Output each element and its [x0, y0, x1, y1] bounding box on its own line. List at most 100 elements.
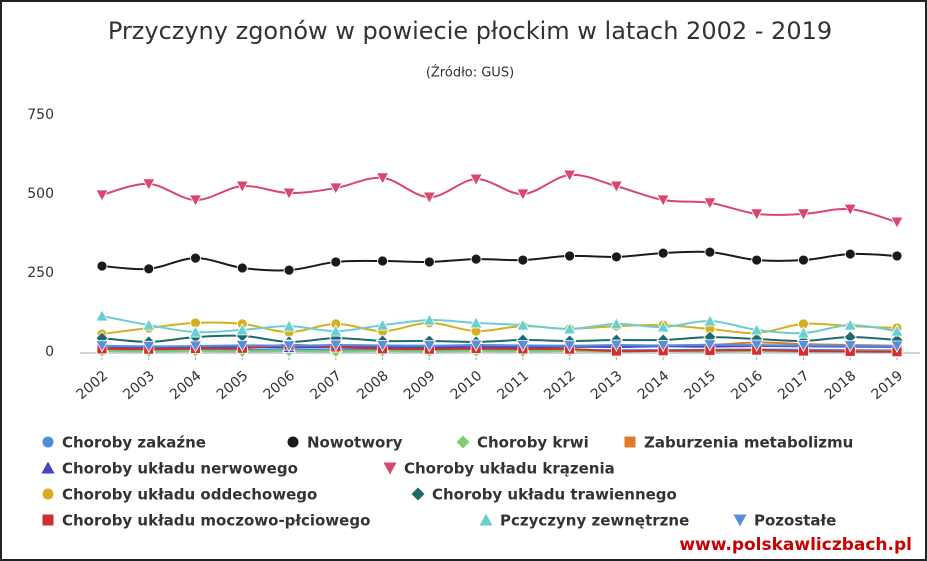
point: [469, 173, 483, 186]
point: [283, 264, 295, 276]
y-tick-label: 750: [27, 107, 54, 123]
point: [422, 340, 437, 353]
point: [844, 248, 856, 260]
legend-marker: [411, 487, 425, 501]
point: [562, 322, 577, 335]
point: [143, 263, 155, 275]
point: [656, 320, 670, 333]
point: [891, 250, 903, 262]
point: [470, 253, 482, 265]
legend-label: Choroby układu nerwowego: [62, 460, 298, 478]
point: [95, 309, 109, 322]
point: [469, 339, 483, 352]
legend-label: Pozostałe: [754, 512, 836, 530]
point: [142, 340, 156, 354]
y-tick-label: 500: [27, 186, 54, 202]
point: [282, 319, 296, 332]
legend-marker: [733, 514, 747, 527]
legend-label: Zaburzenia metabolizmu: [644, 434, 853, 452]
point: [703, 314, 717, 327]
point: [329, 324, 343, 337]
point: [188, 194, 203, 207]
point: [750, 208, 764, 221]
point: [609, 317, 624, 330]
point: [330, 256, 342, 268]
point: [375, 318, 390, 331]
legend-marker: [624, 436, 636, 448]
chart-title: Przyczyny zgonów w powiecie płockim w la…: [108, 17, 832, 45]
point: [188, 325, 203, 338]
point: [95, 340, 109, 353]
legend-marker: [479, 513, 493, 526]
legend-label: Choroby układu krązenia: [404, 460, 615, 478]
point: [422, 313, 437, 326]
point: [516, 188, 530, 201]
point: [656, 339, 670, 353]
point: [282, 187, 296, 200]
point: [611, 251, 622, 263]
point: [796, 339, 811, 353]
point: [516, 318, 530, 331]
point: [750, 323, 764, 336]
point: [422, 191, 437, 204]
legend-label: Choroby krwi: [477, 434, 589, 452]
point: [843, 203, 857, 217]
point: [890, 324, 904, 337]
point: [236, 262, 248, 274]
y-tick-label: 250: [27, 265, 54, 281]
point: [703, 339, 717, 352]
point: [562, 169, 577, 182]
point: [142, 178, 156, 191]
point: [423, 256, 435, 268]
watermark: www.polskawliczbach.pl: [679, 535, 912, 555]
point: [890, 340, 904, 353]
point: [329, 182, 343, 195]
point: [656, 194, 670, 207]
point: [377, 255, 388, 267]
series-line: [101, 173, 898, 224]
legend-marker: [42, 514, 54, 526]
point: [890, 216, 904, 229]
legend-label: Pczyczyny zewnętrzne: [500, 512, 689, 530]
legend-marker: [456, 435, 470, 449]
legend-label: Choroby układu moczowo-płciowego: [62, 512, 370, 530]
point: [843, 340, 857, 353]
point: [517, 254, 529, 266]
point: [282, 340, 296, 353]
legend-marker: [42, 436, 54, 448]
point: [703, 197, 717, 210]
point: [609, 339, 624, 352]
point: [751, 254, 763, 266]
legend-marker: [41, 461, 55, 474]
legend-marker: [383, 462, 397, 475]
point: [235, 180, 249, 193]
point: [375, 339, 390, 353]
point: [609, 180, 624, 193]
y-tick-label: 0: [45, 344, 54, 360]
point: [142, 318, 156, 331]
point: [564, 250, 576, 262]
legend-label: Choroby zakaźne: [62, 434, 206, 452]
legend-marker: [42, 488, 54, 500]
point: [796, 326, 811, 339]
legend-label: Nowotwory: [307, 434, 403, 452]
point: [190, 252, 201, 264]
point: [375, 172, 390, 185]
legend-marker: [287, 436, 299, 448]
point: [516, 339, 530, 353]
chart-subtitle: (Źródło: GUS): [426, 65, 514, 81]
point: [798, 254, 809, 266]
point: [796, 208, 811, 221]
point: [329, 339, 343, 352]
point: [469, 316, 483, 329]
point: [235, 323, 249, 336]
point: [235, 339, 249, 353]
point: [562, 340, 577, 353]
point: [96, 260, 108, 272]
point: [188, 340, 203, 353]
series-line: [101, 343, 898, 348]
point: [95, 189, 109, 202]
point: [657, 247, 669, 259]
